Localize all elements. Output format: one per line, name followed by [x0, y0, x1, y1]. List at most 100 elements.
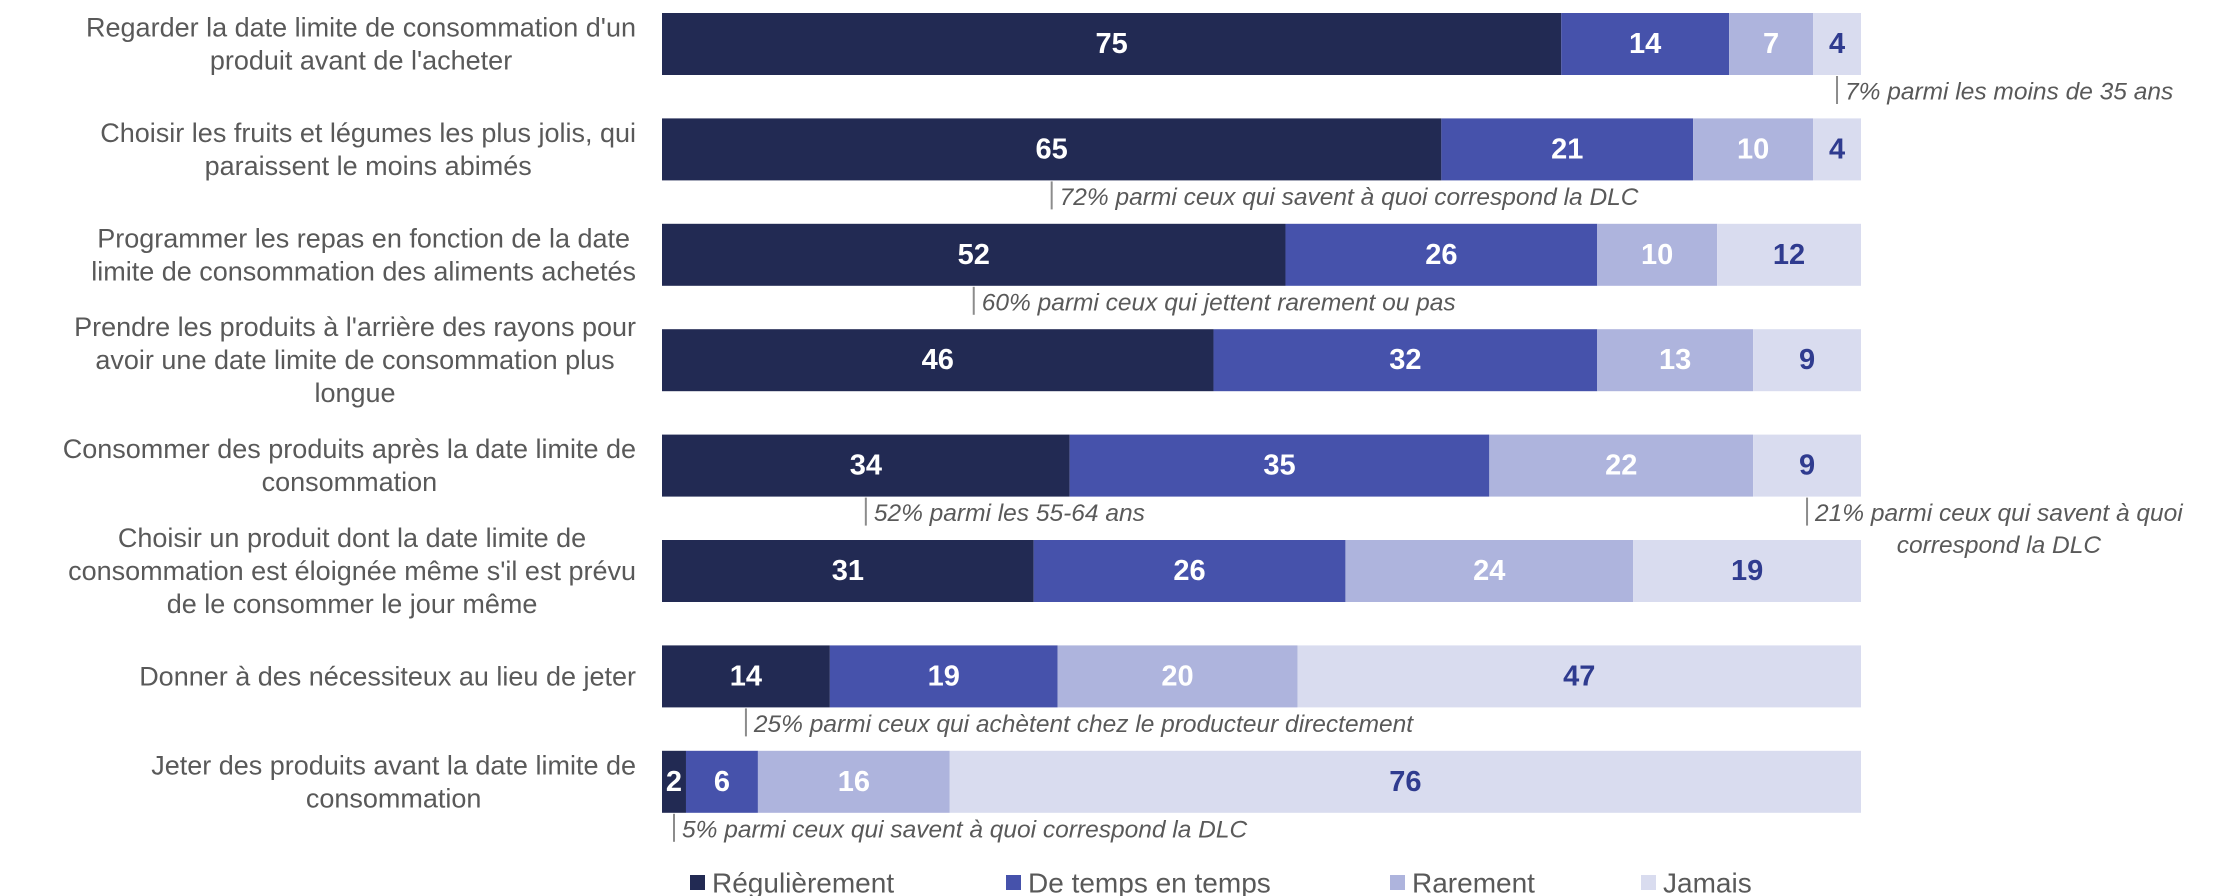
category-label: Regarder la date limite de consommation …: [86, 13, 636, 43]
data-label: 10: [1737, 133, 1769, 165]
bar-segment: [757, 750, 950, 813]
bar-segment: [1633, 540, 1861, 602]
legend: Régulièrement De temps en temps Rarement Ja…: [690, 868, 1752, 896]
data-label: 12: [1773, 239, 1805, 271]
data-label: 24: [1473, 555, 1505, 587]
category-label: consommation: [306, 783, 482, 813]
annotation-text: 72% parmi ceux qui savent à quoi corresp…: [1060, 184, 1639, 211]
data-label: 2: [666, 766, 682, 798]
bar-segment: [1753, 329, 1861, 392]
bar-segment: [1717, 223, 1861, 286]
category-label: produit avant de l'acheter: [210, 46, 512, 76]
data-label: 4: [1829, 28, 1845, 60]
data-label: 22: [1605, 450, 1637, 482]
data-label: 34: [850, 450, 882, 482]
annotation-text: correspond la DLC: [1897, 532, 2102, 559]
bar-segment: [1813, 118, 1861, 181]
bar-segment: [1069, 434, 1490, 497]
annotation-text: 60% parmi ceux qui jettent rarement ou p…: [982, 289, 1456, 316]
category-label: longue: [314, 378, 395, 408]
bar-segment: [1213, 329, 1598, 392]
category-label: Choisir les fruits et légumes les plus j…: [100, 118, 636, 148]
category-label: Programmer les repas en fonction de la d…: [97, 223, 630, 253]
bar-segment: [1693, 118, 1814, 181]
data-label: 21: [1551, 133, 1583, 165]
bar-segment: [1597, 329, 1754, 392]
data-label: 52: [958, 239, 990, 271]
category-label: de le consommer le jour même: [167, 589, 538, 619]
legend-swatch: [1641, 875, 1656, 890]
category-label: Donner à des nécessiteux au lieu de jete…: [139, 661, 636, 691]
category-label: consommation est éloignée même s'il est …: [68, 556, 636, 586]
category-label: avoir une date limite de consommation pl…: [95, 345, 614, 375]
annotation-text: 7% parmi les moins de 35 ans: [1845, 79, 2173, 106]
bar-segment: [1297, 645, 1861, 708]
category-label: consommation: [262, 467, 438, 497]
annotation-text: 21% parmi ceux qui savent à quoi: [1814, 500, 2183, 527]
annotation-text: 52% parmi les 55-64 ans: [874, 500, 1145, 527]
bar-segment: [662, 329, 1214, 392]
data-label: 46: [922, 344, 954, 376]
category-label: Prendre les produits à l'arrière des ray…: [74, 312, 636, 342]
data-label: 75: [1095, 28, 1127, 60]
bar-segment: [949, 750, 1861, 813]
data-label: 6: [714, 766, 730, 798]
legend-label: Jamais: [1663, 868, 1752, 896]
data-label: 7: [1763, 28, 1779, 60]
data-label: 13: [1659, 344, 1691, 376]
data-label: 35: [1263, 450, 1295, 482]
data-label: 76: [1389, 766, 1421, 798]
bar-segment: [1489, 434, 1754, 497]
category-label: Choisir un produit dont la date limite d…: [118, 523, 586, 553]
bar-segment: [1033, 540, 1346, 602]
legend-swatch: [690, 875, 705, 890]
annotation-text: 25% parmi ceux qui achètent chez le prod…: [753, 711, 1414, 738]
data-label: 14: [730, 660, 762, 692]
category-label: Consommer des produits après la date lim…: [63, 434, 636, 464]
data-label: 26: [1173, 555, 1205, 587]
bar-segment: [662, 750, 686, 813]
bar-segment: [1561, 13, 1730, 75]
bar-segment: [662, 13, 1562, 75]
data-label: 19: [928, 660, 960, 692]
bar-segment: [662, 645, 830, 708]
category-label: Jeter des produits avant la date limite …: [151, 750, 636, 780]
data-label: 16: [838, 766, 870, 798]
bar-segment: [1597, 223, 1718, 286]
data-label: 65: [1036, 133, 1068, 165]
bar-segment: [662, 118, 1442, 181]
annotations-layer: 7% parmi les moins de 35 ans 72% parmi ce…: [672, 76, 2183, 843]
data-label: 9: [1799, 450, 1815, 482]
data-label: 10: [1641, 239, 1673, 271]
annotation-text: 5% parmi ceux qui savent à quoi correspo…: [682, 816, 1247, 843]
legend-swatch: [1006, 875, 1021, 890]
bar-segment: [662, 223, 1286, 286]
data-label: 4: [1829, 133, 1845, 165]
bar-segment: [685, 750, 758, 813]
category-labels-layer: Regarder la date limite de consommation …: [63, 13, 636, 814]
legend-label: Rarement: [1412, 868, 1535, 896]
data-label: 31: [832, 555, 864, 587]
data-label: 19: [1731, 555, 1763, 587]
bar-segment: [1345, 540, 1634, 602]
data-label: 20: [1161, 660, 1193, 692]
data-label: 47: [1563, 660, 1595, 692]
bar-segment: [1441, 118, 1694, 181]
bar-segment: [1729, 13, 1814, 75]
bar-segment: [829, 645, 1058, 708]
legend-swatch: [1390, 875, 1405, 890]
legend-label: De temps en temps: [1028, 868, 1271, 896]
data-label: 32: [1389, 344, 1421, 376]
bar-segment: [1285, 223, 1598, 286]
category-label: paraissent le moins abimés: [205, 151, 532, 181]
bars-layer: 75 14 7 4 65 21 10 4 52 26 10 12 46 32 13 9 34 35 22 9 31 26 2…: [662, 13, 1861, 813]
bar-segment: [662, 540, 1034, 602]
bar-segment: [1813, 13, 1861, 75]
bar-segment: [662, 434, 1070, 497]
data-label: 14: [1629, 28, 1661, 60]
legend-label: Régulièrement: [712, 868, 894, 896]
data-label: 9: [1799, 344, 1815, 376]
category-label: limite de consommation des aliments ache…: [91, 256, 636, 286]
bar-segment: [1753, 434, 1861, 497]
